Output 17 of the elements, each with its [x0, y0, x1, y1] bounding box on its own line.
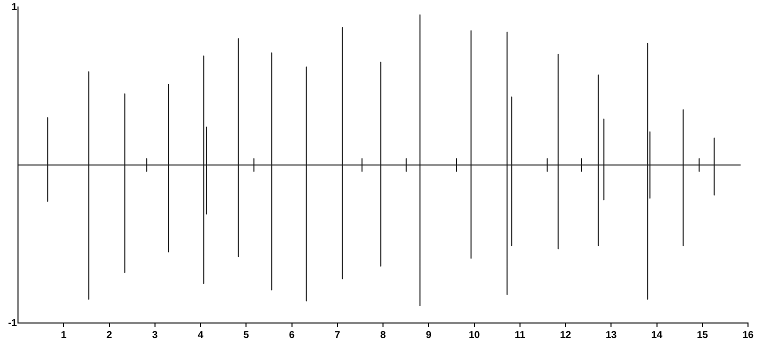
x-tick-label: 4 — [198, 330, 204, 341]
x-tick-label: 14 — [651, 330, 663, 341]
x-tick-label: 15 — [696, 330, 708, 341]
x-tick-label: 1 — [60, 330, 67, 341]
x-tick-label: 7 — [334, 330, 341, 341]
x-tick-label: 12 — [560, 330, 572, 341]
x-tick-label: 3 — [152, 330, 158, 341]
x-tick-label: 8 — [380, 330, 386, 341]
x-tick-label: 13 — [606, 330, 618, 341]
x-tick-label: 9 — [426, 330, 432, 341]
x-tick-label: 5 — [243, 330, 250, 341]
y-tick-label: -1 — [8, 318, 18, 329]
x-tick-label: 10 — [468, 330, 480, 341]
x-tick-label: 6 — [288, 330, 295, 341]
x-tick-label: 2 — [106, 330, 112, 341]
x-tick-label: 11 — [514, 330, 526, 341]
x-tick-label: 16 — [742, 330, 754, 341]
